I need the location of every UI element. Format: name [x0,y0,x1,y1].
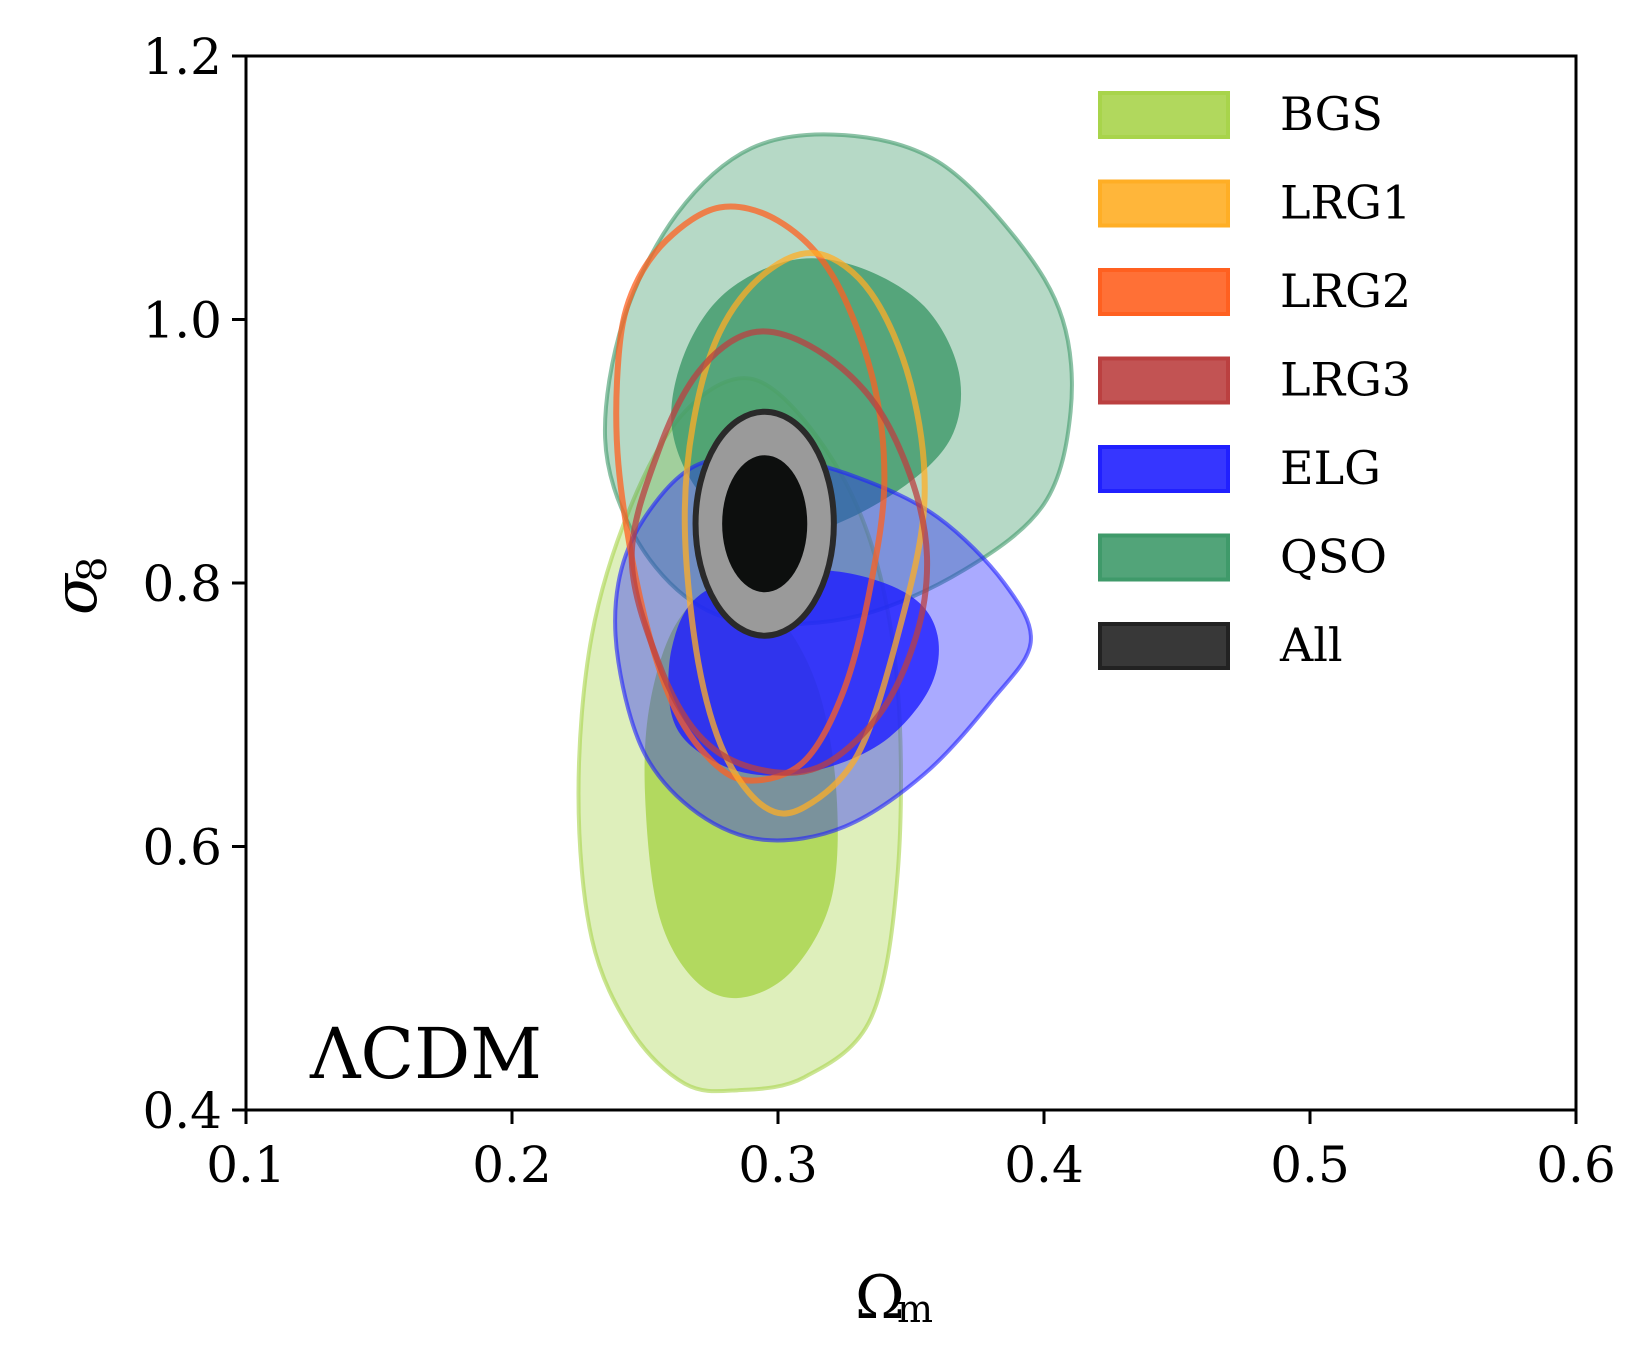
y-axis-title-sub: 8 [70,557,116,582]
y-tick-label: 0.8 [142,555,222,613]
lrg3-contour-95 [628,328,931,776]
model-annotation: ΛCDM [309,1013,542,1095]
legend-swatch-qso [1098,533,1230,582]
legend-swatch-elg [1098,445,1230,493]
legend-swatch-bgs [1098,91,1230,139]
x-tick-label: 0.2 [472,1136,552,1194]
legend-label-lrg3: LRG3 [1280,353,1411,407]
x-axis-title-sub: m [897,1287,933,1331]
legend-label-qso: QSO [1280,530,1387,584]
legend: BGS LRG1 LRG2 LRG3 ELG QSO All [1098,87,1411,672]
legend-swatch-lrg2 [1098,268,1230,316]
all-contour-68 [722,455,808,593]
y-tick-label: 1.2 [142,28,222,86]
legend-swatch-lrg3 [1098,356,1230,405]
x-tick-label: 0.6 [1536,1136,1616,1194]
legend-label-elg: ELG [1280,441,1381,495]
legend-label-lrg2: LRG2 [1280,264,1411,318]
y-axis-ticks: 0.4 0.6 0.8 1.0 1.2 [142,28,246,1140]
lrg1-contour-95 [681,249,928,817]
y-tick-label: 1.0 [142,292,222,350]
x-tick-label: 0.5 [1270,1136,1350,1194]
x-tick-label: 0.1 [206,1136,286,1194]
y-axis-title-main: σ [41,572,111,615]
contour-layer [576,132,1074,1094]
x-tick-label: 0.3 [738,1136,818,1194]
legend-label-lrg1: LRG1 [1280,176,1411,230]
x-axis-title: Ω m [855,1263,933,1333]
legend-label-bgs: BGS [1280,87,1383,141]
legend-label-all: All [1279,618,1343,672]
x-axis-title-main: Ω [855,1263,905,1333]
legend-swatch-lrg1 [1098,179,1230,228]
x-tick-label: 0.4 [1004,1136,1084,1194]
y-axis-title: σ 8 [41,557,116,615]
y-tick-label: 0.4 [142,1082,222,1140]
y-tick-label: 0.6 [142,819,222,877]
legend-swatch-all [1098,622,1230,670]
x-axis-ticks: 0.1 0.2 0.3 0.4 0.5 0.6 [206,1110,1616,1194]
